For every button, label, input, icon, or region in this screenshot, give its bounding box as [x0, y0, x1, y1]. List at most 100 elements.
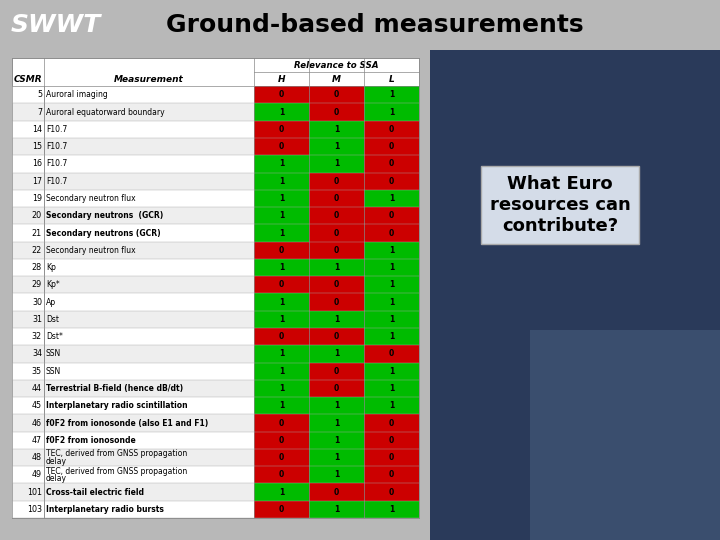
Text: 0: 0 — [279, 332, 284, 341]
Text: 0: 0 — [279, 246, 284, 255]
Bar — [309, 431, 364, 449]
Bar — [12, 121, 254, 138]
Bar — [12, 276, 254, 293]
Bar — [12, 345, 254, 362]
Text: F10.7: F10.7 — [46, 125, 67, 134]
Bar — [364, 501, 419, 518]
Bar — [12, 449, 254, 466]
Text: Secondary neutrons  (GCR): Secondary neutrons (GCR) — [46, 211, 163, 220]
Bar — [12, 58, 419, 518]
Text: 1: 1 — [389, 315, 394, 324]
Text: 28: 28 — [32, 263, 42, 272]
Text: M: M — [332, 75, 341, 84]
Text: 0: 0 — [279, 470, 284, 480]
Text: 21: 21 — [32, 228, 42, 238]
Text: 1: 1 — [334, 453, 339, 462]
Bar — [254, 328, 309, 345]
Text: Auroral imaging: Auroral imaging — [46, 90, 108, 99]
Text: 1: 1 — [389, 505, 394, 514]
Text: 1: 1 — [389, 107, 394, 117]
Bar — [309, 138, 364, 156]
Bar — [254, 138, 309, 156]
Text: 1: 1 — [279, 177, 284, 186]
Bar — [254, 431, 309, 449]
Bar — [12, 86, 254, 104]
Text: 49: 49 — [32, 470, 42, 480]
Text: 16: 16 — [32, 159, 42, 168]
Text: 1: 1 — [334, 436, 339, 445]
Bar — [254, 449, 309, 466]
Text: Relevance to SSA: Relevance to SSA — [294, 60, 379, 70]
Text: 17: 17 — [32, 177, 42, 186]
Bar — [254, 397, 309, 414]
Text: 1: 1 — [334, 263, 339, 272]
Text: 1: 1 — [389, 367, 394, 376]
Text: SSN: SSN — [46, 367, 61, 376]
Bar — [530, 330, 720, 540]
Bar — [12, 431, 254, 449]
Bar — [12, 225, 254, 242]
Text: 1: 1 — [279, 263, 284, 272]
Text: CSMR: CSMR — [14, 75, 42, 84]
Bar — [364, 190, 419, 207]
Text: 0: 0 — [389, 211, 394, 220]
Bar — [12, 156, 254, 173]
Text: 1: 1 — [279, 349, 284, 359]
Bar — [254, 293, 309, 310]
Text: 0: 0 — [334, 332, 339, 341]
Text: 14: 14 — [32, 125, 42, 134]
Bar — [364, 225, 419, 242]
Bar — [12, 483, 254, 501]
Bar — [254, 104, 309, 121]
Text: L: L — [389, 75, 395, 84]
Text: 1: 1 — [389, 263, 394, 272]
Text: 0: 0 — [389, 228, 394, 238]
Bar — [254, 259, 309, 276]
Text: 1: 1 — [279, 159, 284, 168]
Bar — [12, 310, 254, 328]
Text: 0: 0 — [334, 488, 339, 497]
Bar — [309, 207, 364, 225]
Text: 1: 1 — [279, 211, 284, 220]
Text: F10.7: F10.7 — [46, 177, 67, 186]
Text: delay: delay — [46, 457, 67, 466]
Text: Secondary neutron flux: Secondary neutron flux — [46, 194, 135, 203]
Text: 0: 0 — [389, 436, 394, 445]
Text: 1: 1 — [279, 298, 284, 307]
Text: delay: delay — [46, 474, 67, 483]
Bar — [364, 276, 419, 293]
Bar — [309, 173, 364, 190]
Bar — [254, 190, 309, 207]
Text: 1: 1 — [389, 401, 394, 410]
Bar — [364, 156, 419, 173]
Text: Cross-tail electric field: Cross-tail electric field — [46, 488, 144, 497]
Text: 0: 0 — [279, 505, 284, 514]
Bar — [364, 259, 419, 276]
Text: 1: 1 — [334, 349, 339, 359]
Text: 0: 0 — [279, 436, 284, 445]
Text: 1: 1 — [279, 315, 284, 324]
Text: 1: 1 — [279, 194, 284, 203]
Bar — [309, 225, 364, 242]
Text: 0: 0 — [334, 280, 339, 289]
Bar — [309, 190, 364, 207]
Text: 0: 0 — [279, 280, 284, 289]
Bar — [254, 501, 309, 518]
Text: 29: 29 — [32, 280, 42, 289]
Text: 0: 0 — [389, 177, 394, 186]
Text: 1: 1 — [279, 488, 284, 497]
Bar — [309, 259, 364, 276]
Bar — [254, 466, 309, 483]
Text: 0: 0 — [334, 211, 339, 220]
Bar — [254, 276, 309, 293]
Text: 0: 0 — [334, 177, 339, 186]
Bar — [309, 121, 364, 138]
Text: 31: 31 — [32, 315, 42, 324]
Text: 1: 1 — [334, 125, 339, 134]
Bar — [364, 121, 419, 138]
Text: 47: 47 — [32, 436, 42, 445]
Text: 19: 19 — [32, 194, 42, 203]
Bar — [309, 345, 364, 362]
Bar — [254, 380, 309, 397]
Text: Ground-based measurements: Ground-based measurements — [166, 13, 583, 37]
